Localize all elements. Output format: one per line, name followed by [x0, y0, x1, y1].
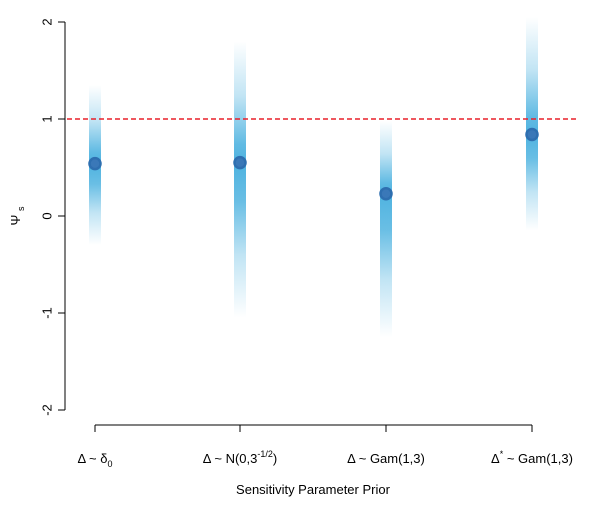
y-tick-label: -1	[39, 307, 54, 319]
y-tick-label: 1	[39, 115, 54, 122]
y-tick-label: 2	[39, 18, 54, 25]
credible-bands	[89, 17, 538, 338]
point-estimate	[525, 127, 539, 142]
credible-band	[234, 41, 246, 318]
x-tick-label: Δ ~ Gam(1,3)	[347, 451, 425, 466]
credible-band	[380, 120, 392, 338]
y-axis-title-sub: s	[16, 206, 26, 211]
y-axis-title-main: Ψ	[8, 215, 23, 226]
x-tick-label: Δ* ~ Gam(1,3)	[491, 449, 573, 466]
x-tick-label-sup: -1/2	[257, 449, 273, 459]
x-tick-label-sub: 0	[108, 459, 113, 469]
x-tick-label: Δ ~ N(0,3-1/2)	[203, 449, 277, 466]
y-tick-label: 0	[39, 212, 54, 219]
y-axis: -2 -1 0 1 2	[39, 18, 66, 416]
x-tick-label-main: Δ ~ δ	[77, 451, 107, 466]
x-tick-label-main: Δ	[491, 451, 500, 466]
y-axis-title: Ψ s	[8, 206, 26, 226]
x-tick-label-sup: *	[500, 449, 504, 459]
x-tick-label-main: Δ ~ Gam(1,3)	[347, 451, 425, 466]
x-axis-title: Sensitivity Parameter Prior	[236, 482, 391, 497]
credible-band	[526, 17, 538, 231]
x-tick-label: Δ ~ δ0	[77, 451, 112, 469]
y-tick-label: -2	[39, 404, 54, 416]
x-tick-label-tail: ~ Gam(1,3)	[503, 451, 573, 466]
x-tick-label-tail: )	[273, 451, 277, 466]
x-tick-label-main: Δ ~ N(0,3	[203, 451, 258, 466]
point-estimates	[88, 127, 539, 201]
point-estimate	[88, 156, 102, 171]
point-estimate	[233, 155, 247, 170]
x-axis: Δ ~ δ0 Δ ~ N(0,3-1/2) Δ ~ Gam(1,3) Δ* ~ Gam…	[77, 424, 573, 469]
point-estimate	[379, 186, 393, 201]
